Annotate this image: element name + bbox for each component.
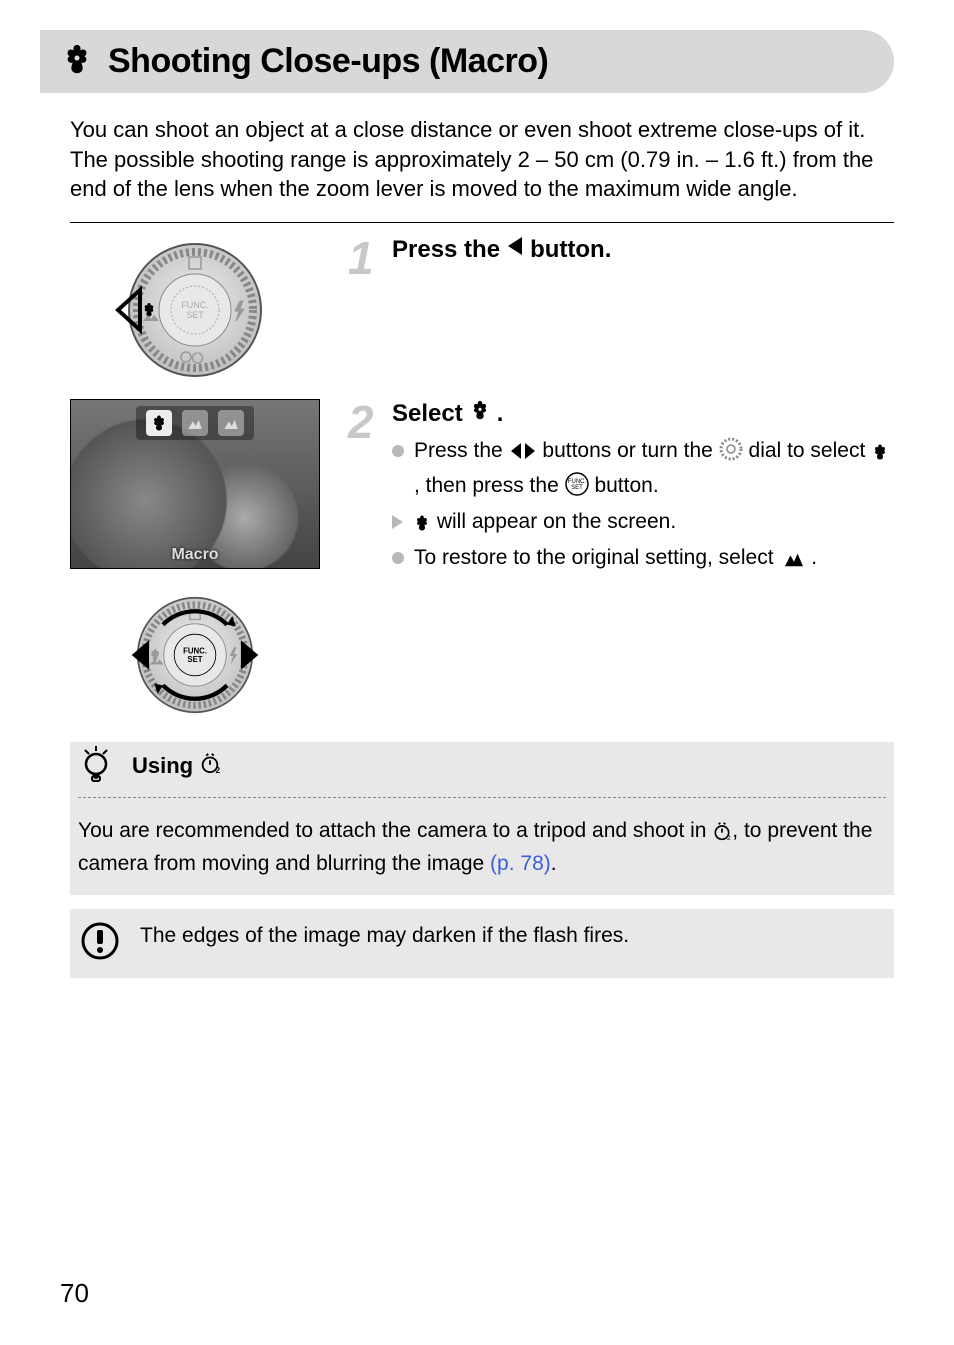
step-2-heading-suffix: . — [497, 400, 504, 428]
separator — [70, 222, 894, 223]
step-2b: FUNC. SET — [70, 590, 894, 720]
b1a: Press the — [414, 439, 503, 462]
tip-body-c: . — [551, 852, 557, 875]
tip-body: You are recommended to attach the camera… — [70, 816, 894, 879]
lightbulb-icon — [78, 744, 114, 789]
title-bar: Shooting Close-ups (Macro) — [40, 30, 894, 93]
step-2b-illustration: FUNC. SET — [70, 590, 320, 720]
svg-text:2: 2 — [216, 766, 221, 774]
step-1-heading-suffix: button. — [530, 236, 611, 264]
bullet-icon — [392, 552, 404, 564]
overlay-normal-icon — [182, 410, 208, 436]
warning-text: The edges of the image may darken if the… — [140, 921, 629, 950]
step-2-bullet-2: will appear on the screen. — [392, 507, 894, 541]
step-2-illustration: Macro — [70, 399, 320, 569]
macro-icon — [871, 440, 889, 470]
overlay-macro-icon — [146, 410, 172, 436]
tip-title: Using 2 — [132, 752, 221, 780]
step-1-number: 1 — [348, 235, 382, 281]
svg-text:SET: SET — [186, 310, 204, 320]
caution-icon — [80, 921, 120, 966]
b1b: buttons or turn the — [542, 439, 712, 462]
page-title: Shooting Close-ups (Macro) — [108, 42, 548, 81]
b2a: will appear on the screen. — [437, 510, 676, 533]
macro-icon — [60, 42, 94, 81]
svg-text:SET: SET — [571, 485, 583, 491]
b1c: dial to select — [749, 439, 866, 462]
step-1: FUNC. SET 1 Press the — [70, 235, 894, 385]
result-icon — [392, 515, 403, 529]
step-2-bullet-1: Press the buttons or turn the dial to se… — [392, 436, 894, 505]
step-2-bullet-3: To restore to the original setting, sele… — [392, 543, 894, 577]
intro-paragraph: You can shoot an object at a close dista… — [70, 115, 894, 204]
normal-mode-icon — [783, 547, 805, 577]
b1e: button. — [594, 474, 658, 497]
left-right-arrows-icon — [509, 440, 537, 470]
step-2-heading-prefix: Select — [392, 400, 463, 428]
tip-section: Using 2 You are recommended to attach th… — [70, 742, 894, 895]
warning-section: The edges of the image may darken if the… — [70, 909, 894, 978]
step-2-number: 2 — [348, 399, 382, 580]
step-1-illustration: FUNC. SET — [70, 235, 320, 385]
step-1-heading: Press the button. — [392, 235, 894, 264]
bullet-icon — [392, 445, 404, 457]
macro-icon — [413, 511, 431, 541]
page-number: 70 — [60, 1278, 89, 1309]
self-timer-icon: 2 — [712, 820, 732, 849]
macro-icon — [469, 399, 491, 428]
overlay-infinity-icon — [218, 410, 244, 436]
page-ref-link[interactable]: (p. 78) — [490, 852, 551, 875]
svg-text:FUNC.: FUNC. — [183, 646, 207, 655]
step-2-heading: Select . — [392, 399, 894, 428]
step-1-heading-prefix: Press the — [392, 236, 500, 264]
func-set-icon: FUNC.SET — [565, 472, 589, 505]
svg-text:FUNC.: FUNC. — [181, 300, 209, 310]
left-arrow-icon — [506, 235, 524, 264]
b3a: To restore to the original setting, sele… — [414, 546, 774, 569]
b1d: , then press the — [414, 474, 559, 497]
self-timer-icon: 2 — [199, 752, 221, 780]
step-2: Macro 2 Select . Press the buttons or tu… — [70, 399, 894, 580]
svg-text:SET: SET — [187, 655, 202, 664]
svg-text:2: 2 — [727, 835, 731, 841]
control-dial-icon — [719, 437, 743, 470]
photo-mode-label: Macro — [171, 546, 218, 564]
tip-title-text: Using — [132, 753, 193, 779]
b3b: . — [811, 546, 817, 569]
tip-body-a: You are recommended to attach the camera… — [78, 819, 706, 842]
